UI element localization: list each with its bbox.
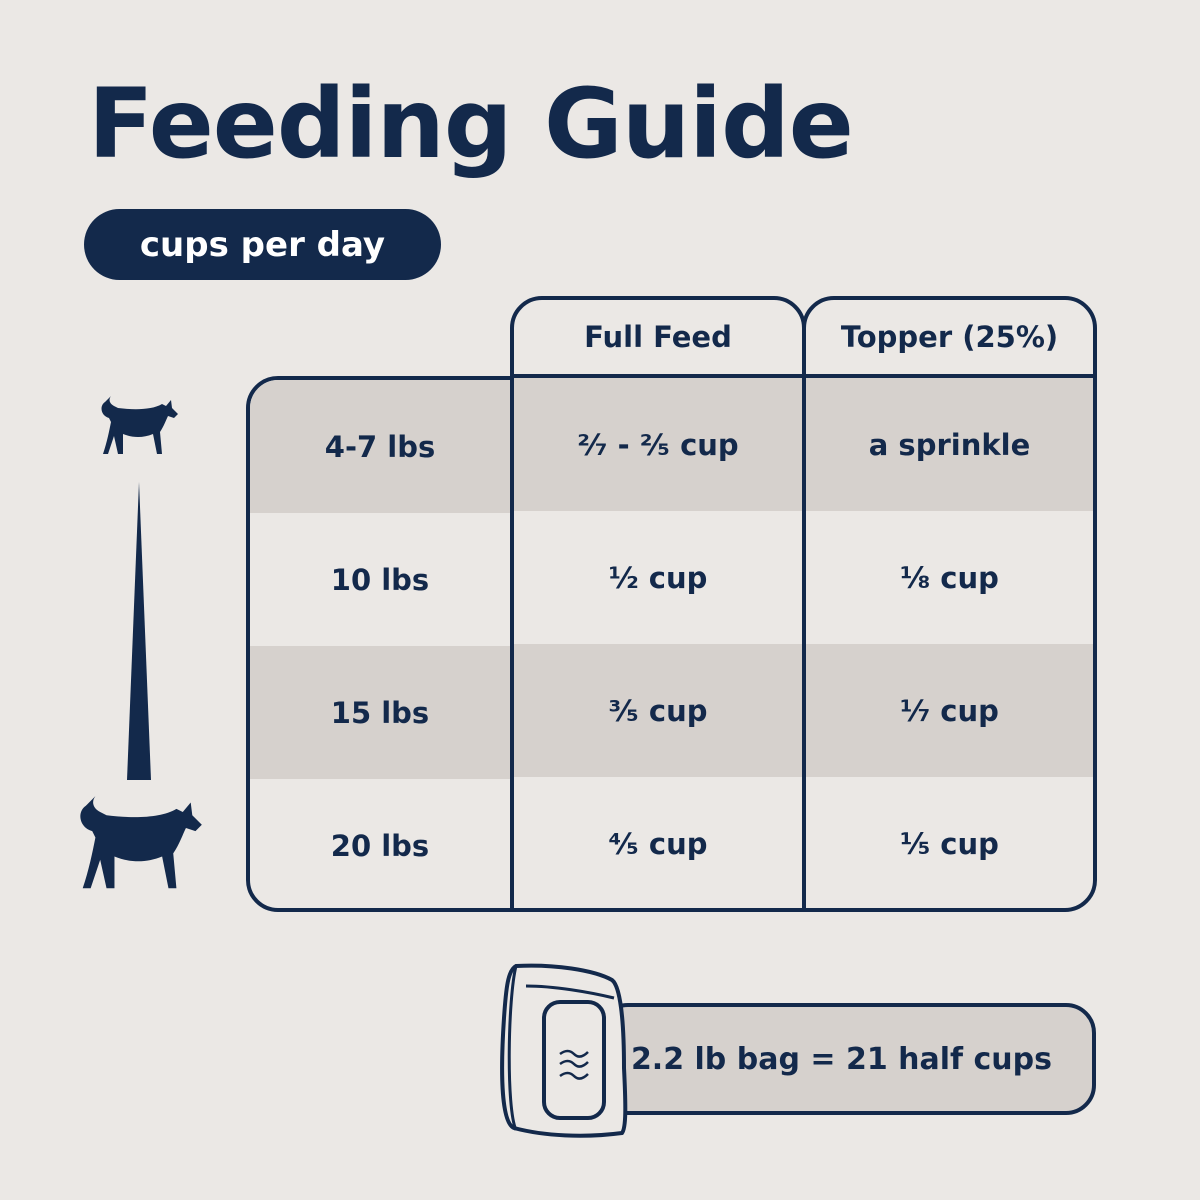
weight-column: 4-7 lbs 10 lbs 15 lbs 20 lbs: [246, 376, 514, 912]
full-feed-header: Full Feed: [514, 300, 802, 378]
large-cat-icon: [80, 796, 202, 889]
topper-cell: a sprinkle: [806, 378, 1093, 511]
full-feed-cell: ⁴⁄₅ cup: [608, 826, 708, 861]
topper-cell: ⅐ cup: [806, 644, 1093, 777]
food-bag-icon: [500, 963, 628, 1138]
unit-pill: cups per day: [84, 209, 441, 280]
weight-cell: 4-7 lbs: [250, 380, 510, 513]
topper-cell: ⅛ cup: [900, 560, 999, 595]
topper-column: Topper (25%) a sprinkle ⅛ cup ⅐ cup ⅕ cu…: [802, 296, 1097, 912]
bag-note-banner: 2.2 lb bag = 21 half cups: [598, 1003, 1096, 1115]
small-cat-icon: [101, 396, 178, 454]
full-feed-cell: ½ cup: [608, 560, 708, 595]
full-feed-column: Full Feed ²⁄₇ - ²⁄₅ cup ½ cup ³⁄₅ cup ⁴⁄…: [510, 296, 806, 912]
topper-header: Topper (25%): [806, 300, 1093, 378]
weight-cell: 20 lbs: [330, 828, 430, 863]
weight-cell: 10 lbs: [330, 562, 430, 597]
size-wedge-icon: [127, 482, 151, 780]
full-feed-cell: ³⁄₅ cup: [514, 644, 802, 777]
full-feed-cell: ²⁄₇ - ²⁄₅ cup: [514, 378, 802, 511]
page-title: Feeding Guide: [88, 68, 854, 180]
weight-cell: 15 lbs: [250, 646, 510, 779]
topper-cell: ⅕ cup: [900, 826, 999, 861]
